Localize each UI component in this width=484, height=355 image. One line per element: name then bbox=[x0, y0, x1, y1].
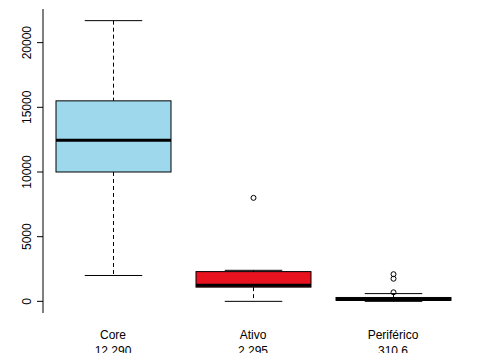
svg-text:310,6: 310,6 bbox=[378, 344, 408, 353]
svg-text:12.290: 12.290 bbox=[95, 344, 132, 353]
svg-text:5000: 5000 bbox=[20, 223, 34, 250]
svg-text:10000: 10000 bbox=[20, 155, 34, 189]
svg-text:Core: Core bbox=[100, 328, 126, 342]
svg-text:Ativo: Ativo bbox=[240, 328, 267, 342]
svg-text:Periférico: Periférico bbox=[368, 328, 419, 342]
svg-text:20000: 20000 bbox=[20, 26, 34, 60]
svg-text:2.295: 2.295 bbox=[238, 344, 268, 353]
svg-text:0: 0 bbox=[20, 298, 34, 305]
svg-text:15000: 15000 bbox=[20, 90, 34, 124]
